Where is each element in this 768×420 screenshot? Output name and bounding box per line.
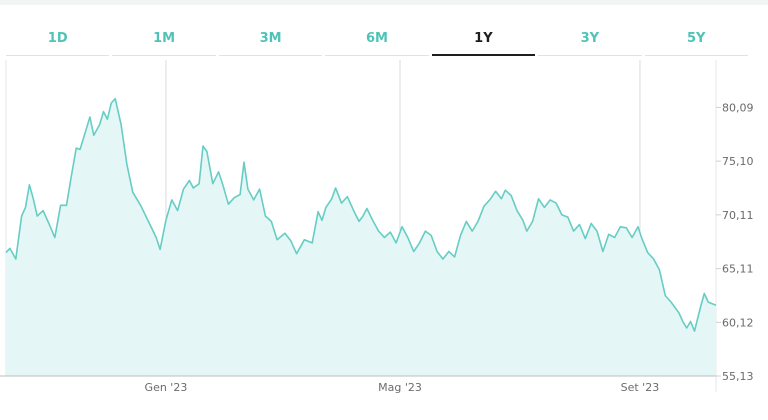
y-tick-label-1: 60,12 [722,316,754,329]
tab-6m[interactable]: 6M [325,22,429,56]
y-tick-label-0: 55,13 [722,370,754,383]
series-area [6,98,716,376]
x-tick-label-2: Set '23 [621,381,660,394]
tab-1d[interactable]: 1D [6,22,110,56]
series-line [5,97,717,332]
y-tick-label-3: 70,11 [722,209,754,222]
period-tabs: 1D 1M 3M 6M 1Y 3Y 5Y [6,22,748,56]
tab-5y[interactable]: 5Y [644,22,748,56]
y-tick-label-5: 80,09 [722,101,754,114]
y-tick-label-2: 65,11 [722,263,754,276]
top-divider-strip [0,0,768,5]
x-tick-label-1: Mag '23 [378,381,422,394]
tab-3y[interactable]: 3Y [538,22,642,56]
tab-1m[interactable]: 1M [112,22,216,56]
tab-1y[interactable]: 1Y [431,22,536,56]
y-tick-label-4: 75,10 [722,155,754,168]
x-tick-label-0: Gen '23 [145,381,188,394]
tab-3m[interactable]: 3M [218,22,323,56]
